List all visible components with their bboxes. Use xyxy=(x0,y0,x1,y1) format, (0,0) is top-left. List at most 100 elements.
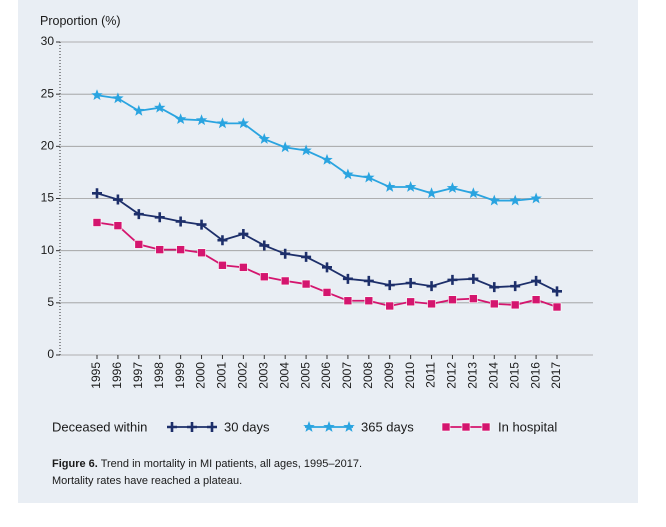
x-tick-label: 2015 xyxy=(507,362,521,389)
marker xyxy=(552,286,562,297)
marker xyxy=(196,219,207,230)
marker xyxy=(258,133,270,144)
marker xyxy=(406,297,415,307)
x-tick-label: 2003 xyxy=(256,362,270,389)
x-tick-label: 2004 xyxy=(277,362,291,389)
y-tick-label: 30 xyxy=(41,34,55,48)
marker xyxy=(239,263,248,272)
marker xyxy=(425,187,438,199)
marker xyxy=(134,240,144,249)
marker xyxy=(216,117,229,129)
marker xyxy=(405,278,416,289)
marker xyxy=(469,294,478,303)
marker xyxy=(489,282,500,293)
marker xyxy=(303,421,315,432)
marker xyxy=(112,194,123,205)
marker xyxy=(321,153,333,165)
x-tick-label: 2017 xyxy=(549,362,563,389)
marker xyxy=(237,117,250,129)
marker xyxy=(218,260,227,270)
marker xyxy=(207,422,217,432)
x-tick-label: 2005 xyxy=(298,362,312,389)
marker xyxy=(167,422,177,432)
marker xyxy=(385,301,395,311)
marker xyxy=(510,300,520,310)
y-tick-label: 5 xyxy=(47,295,54,309)
marker xyxy=(323,421,335,432)
x-tick-label: 2002 xyxy=(236,362,250,389)
y-tick-label: 10 xyxy=(41,243,55,257)
marker xyxy=(195,114,208,126)
legend-title: Deceased within xyxy=(52,419,147,434)
marker xyxy=(481,422,491,432)
caption: Figure 6. Trend in mortality in MI patie… xyxy=(52,458,362,470)
marker xyxy=(467,187,480,199)
marker xyxy=(174,113,187,125)
marker xyxy=(197,248,206,258)
x-tick-label: 2012 xyxy=(445,362,459,389)
marker xyxy=(92,218,102,227)
marker xyxy=(259,272,269,282)
marker xyxy=(489,299,499,309)
marker xyxy=(552,302,562,312)
marker xyxy=(441,422,451,432)
marker xyxy=(154,212,165,223)
x-tick-label: 1999 xyxy=(173,362,187,389)
marker xyxy=(154,101,166,113)
x-tick-label: 1997 xyxy=(131,362,145,389)
marker xyxy=(176,245,185,254)
marker xyxy=(322,288,332,297)
marker xyxy=(364,296,374,306)
marker xyxy=(343,421,355,432)
x-tick-label: 2016 xyxy=(528,362,542,389)
y-tick-label: 25 xyxy=(41,86,55,100)
marker xyxy=(446,182,459,193)
marker xyxy=(384,181,396,192)
x-tick-label: 1998 xyxy=(152,362,166,389)
marker xyxy=(301,279,311,289)
caption-note: Mortality rates have reached a plateau. xyxy=(52,475,242,487)
marker xyxy=(510,281,521,292)
x-tick-label: 2013 xyxy=(466,362,480,389)
marker xyxy=(322,262,332,273)
marker xyxy=(133,209,144,220)
marker xyxy=(447,274,458,285)
x-tick-label: 1995 xyxy=(89,362,103,389)
marker xyxy=(301,251,312,262)
x-tick-label: 2008 xyxy=(361,362,375,389)
marker xyxy=(488,194,500,206)
marker xyxy=(112,92,124,104)
x-tick-label: 2006 xyxy=(319,362,333,389)
marker xyxy=(531,295,541,305)
legend-label: 30 days xyxy=(224,419,270,434)
marker xyxy=(91,89,103,101)
x-tick-label: 1996 xyxy=(110,362,124,389)
marker xyxy=(217,235,228,246)
marker xyxy=(509,194,521,206)
x-tick-label: 2007 xyxy=(340,362,354,389)
marker xyxy=(300,144,312,156)
panel-background xyxy=(18,0,638,503)
marker xyxy=(426,281,437,292)
marker xyxy=(427,299,436,309)
x-tick-label: 2014 xyxy=(486,362,500,389)
y-axis-label: Proportion (%) xyxy=(40,14,121,28)
marker xyxy=(175,216,186,227)
y-tick-label: 0 xyxy=(47,347,54,361)
marker xyxy=(468,273,479,284)
marker xyxy=(113,221,123,230)
y-tick-label: 20 xyxy=(41,139,55,153)
x-tick-label: 2011 xyxy=(424,362,438,388)
y-tick-label: 15 xyxy=(41,191,55,205)
marker xyxy=(404,181,417,192)
marker xyxy=(92,188,102,199)
marker xyxy=(187,422,197,432)
series-line xyxy=(96,94,537,202)
x-tick-label: 2001 xyxy=(215,362,229,389)
marker xyxy=(530,192,542,204)
marker xyxy=(280,248,291,259)
marker xyxy=(238,228,249,239)
marker xyxy=(342,273,353,284)
marker xyxy=(384,280,395,291)
